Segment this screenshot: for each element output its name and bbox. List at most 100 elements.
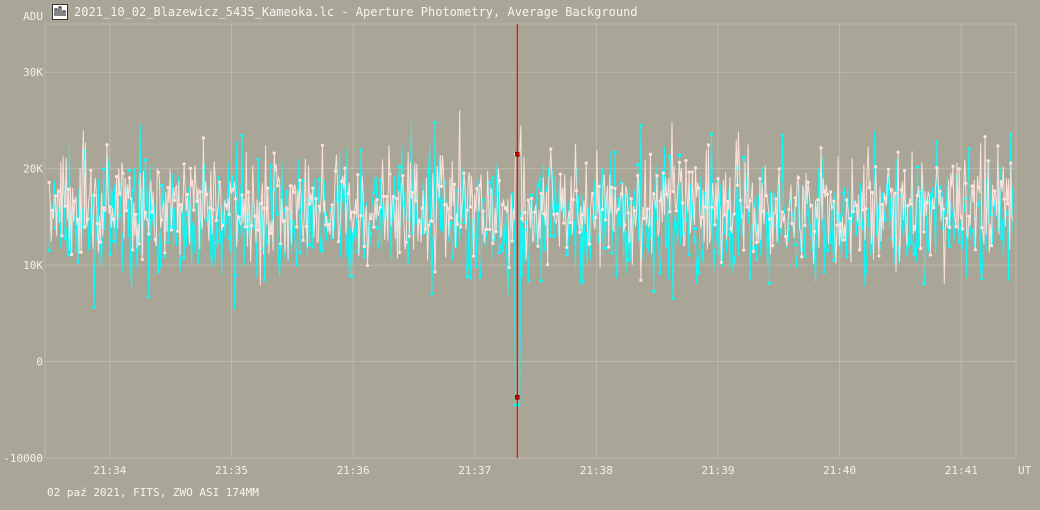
data-point (279, 242, 283, 246)
data-point (729, 227, 733, 231)
data-point (272, 151, 276, 155)
data-point (973, 248, 977, 252)
data-point (600, 168, 604, 172)
data-point (92, 193, 96, 197)
time-cursor[interactable] (515, 24, 520, 458)
data-point (565, 253, 569, 257)
data-point (47, 248, 51, 253)
data-point (327, 223, 331, 227)
data-point (693, 166, 698, 170)
data-point (841, 238, 846, 242)
data-point (639, 278, 643, 282)
x-tick-label: 21:38 (580, 464, 613, 477)
data-point (928, 192, 932, 197)
data-point (919, 246, 923, 250)
data-point (584, 161, 588, 165)
data-point (176, 229, 180, 233)
series-layer (47, 110, 1014, 407)
data-point (948, 244, 952, 248)
data-point (935, 140, 939, 144)
data-point (227, 212, 231, 216)
grid (44, 23, 1017, 459)
data-point (980, 226, 984, 230)
data-point (655, 174, 659, 178)
data-point (256, 157, 260, 162)
data-point (642, 216, 646, 221)
data-point (710, 132, 714, 136)
data-point (697, 186, 701, 190)
data-point (713, 223, 717, 227)
data-point (240, 133, 244, 138)
data-point (166, 240, 170, 245)
data-point (835, 223, 839, 227)
data-point (234, 197, 238, 201)
data-point (520, 216, 524, 221)
data-point (317, 204, 321, 208)
data-point (443, 203, 447, 207)
series-b (47, 110, 1014, 286)
data-point (53, 194, 58, 198)
data-point (166, 185, 170, 190)
data-point (259, 201, 263, 205)
data-point (619, 192, 624, 196)
data-point (549, 234, 553, 238)
data-point (645, 207, 649, 211)
data-point (886, 167, 891, 171)
data-point (147, 295, 151, 299)
data-point (381, 194, 386, 198)
data-point (346, 238, 350, 242)
data-point (449, 221, 453, 225)
data-point (909, 202, 913, 206)
data-point (311, 245, 315, 249)
data-point (848, 216, 852, 221)
data-point (304, 224, 308, 229)
data-point (507, 265, 511, 270)
data-point (857, 248, 862, 252)
data-point (597, 184, 601, 188)
data-point (636, 173, 640, 178)
data-point (703, 205, 707, 209)
data-point (578, 230, 582, 234)
data-point (591, 192, 595, 196)
data-point (172, 198, 177, 203)
data-point (787, 207, 791, 212)
data-point (314, 197, 318, 201)
data-point (555, 204, 559, 208)
data-point (79, 250, 83, 254)
data-point (468, 276, 473, 280)
data-point (140, 257, 144, 262)
data-point (475, 186, 479, 191)
data-point (581, 279, 585, 284)
data-point (838, 214, 842, 218)
data-point (693, 226, 698, 231)
data-point (452, 182, 456, 187)
data-point (462, 220, 466, 225)
data-point (510, 239, 514, 243)
data-point (584, 231, 588, 236)
data-point (182, 256, 186, 260)
data-point (217, 239, 222, 244)
data-point (398, 250, 402, 255)
data-point (793, 243, 797, 247)
data-point (262, 278, 267, 282)
data-point (986, 159, 990, 163)
data-point (221, 223, 225, 227)
data-point (793, 196, 797, 200)
data-point (738, 198, 743, 203)
data-point (118, 213, 122, 217)
data-point (230, 188, 234, 192)
data-point (526, 279, 530, 283)
data-point (809, 203, 813, 207)
data-point (89, 168, 93, 173)
data-point (726, 199, 730, 204)
data-point (234, 273, 238, 277)
data-point (497, 178, 501, 183)
data-point (668, 210, 672, 214)
data-point (246, 190, 251, 194)
data-point (832, 258, 836, 262)
data-point (439, 199, 444, 203)
data-point (114, 174, 119, 179)
data-point (816, 198, 820, 202)
data-point (636, 163, 640, 167)
